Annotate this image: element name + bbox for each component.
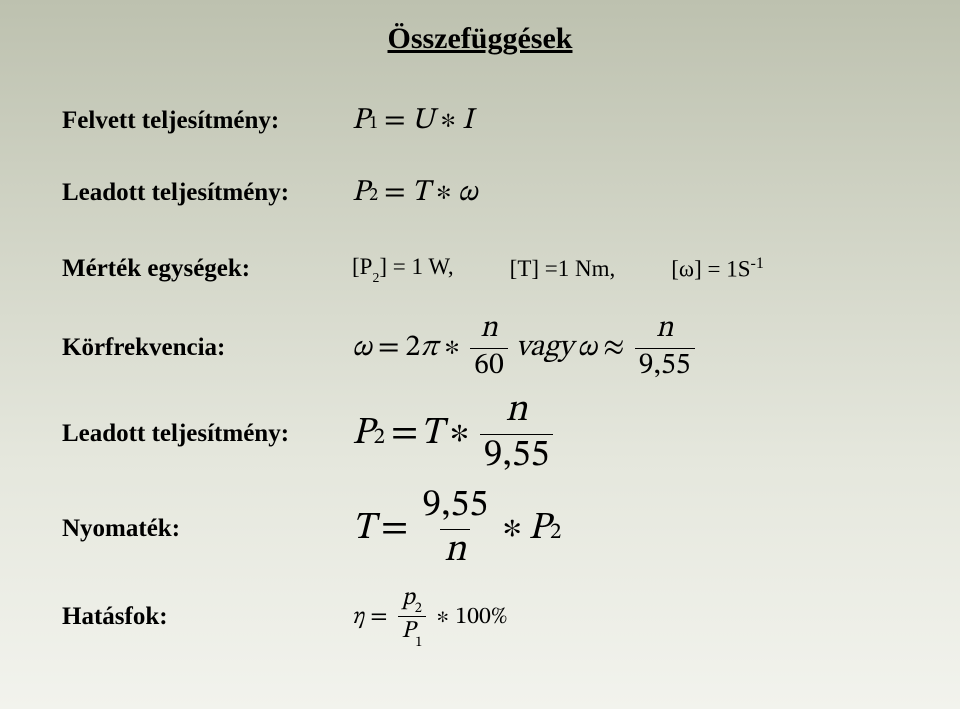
op-eq: = [378,174,412,212]
op-ast: ∗ [438,329,466,367]
formula-eq1: P1 = U ∗ I [352,90,898,152]
formula-eq5: P2 = T ∗ n 9,55 [352,392,898,477]
label-hatasfok: Hatásfok: [62,603,352,631]
op-ast: ∗ [434,102,462,140]
sub-2: 2 [550,519,561,547]
text-100pct: 100% [455,602,507,632]
sub-1: 1 [369,113,378,136]
word-vagy: vagy [512,329,577,367]
row-felvett: Felvett teljesítmény: P1 = U ∗ I [62,90,898,152]
sym-P: P [352,410,374,458]
row-units: Mérték egységek: [P2] = 1 W, [T] =1 Nm, … [62,238,898,300]
label-units: Mérték egységek: [62,255,352,283]
unit-omega: [ω] = 1S-1 [671,255,764,283]
sym-U: U [412,102,435,140]
frac-n-955: n 9,55 [635,314,695,382]
frac-n-60: n 60 [470,314,508,382]
op-approx: ≈ [597,329,631,367]
formula-units: [P2] = 1 W, [T] =1 Nm, [ω] = 1S-1 [352,238,898,300]
label-leadott-1: Leadott teljesítmény: [62,179,352,207]
op-ast: ∗ [430,602,455,632]
formula-eq4: ω = 2π ∗ n 60 vagy ω ≈ n 9,55 [352,314,898,382]
sub-2: 2 [374,424,385,452]
op-eq: = [378,102,412,140]
sym-I: I [462,102,473,140]
sym-P: P [352,174,369,212]
slide: Összefüggések Felvett teljesítmény: P1 =… [0,0,960,709]
sym-T: T [412,174,430,212]
sym-omega: ω [352,329,372,367]
row-korfrekvencia: Körfrekvencia: ω = 2π ∗ n 60 vagy ω ≈ n … [62,314,898,382]
page-title: Összefüggések [62,22,898,56]
frac-p2-P1: p2 P1 [398,586,427,649]
unit-T: [T] =1 Nm, [510,256,616,282]
op-ast: ∗ [430,174,458,212]
row-nyomatek: Nyomaték: T = 9,55 n ∗ P2 [62,487,898,572]
num-2: 2 [405,329,420,367]
op-ast: ∗ [443,410,475,458]
frac-n-955-b: n 9,55 [480,392,554,477]
sym-T: T [352,505,375,553]
sub-2: 2 [369,185,378,208]
formula-eq7: η = p2 P1 ∗ 100% [352,586,898,649]
sym-omega: ω [458,174,478,212]
op-eq: = [364,602,393,632]
sym-eta: η [352,602,364,632]
sym-P: P [352,102,369,140]
sym-T: T [420,410,443,458]
label-leadott-2: Leadott teljesítmény: [62,420,352,448]
row-leadott-1: Leadott teljesítmény: P2 = T ∗ ω [62,162,898,224]
op-eq: = [385,410,420,458]
sym-P: P [528,505,550,553]
formula-eq2: P2 = T ∗ ω [352,162,898,224]
row-leadott-2: Leadott teljesítmény: P2 = T ∗ n 9,55 [62,392,898,477]
op-eq: = [375,505,414,553]
sym-omega2: ω [577,329,597,367]
label-nyomatek: Nyomaték: [62,515,352,543]
label-korfrekvencia: Körfrekvencia: [62,334,352,362]
sym-pi: π [420,329,438,367]
label-felvett: Felvett teljesítmény: [62,107,352,135]
op-ast: ∗ [496,505,528,553]
frac-955-n: 9,55 n [418,487,492,572]
op-eq: = [372,329,406,367]
unit-P2: [P2] = 1 W, [352,254,454,284]
formula-eq6: T = 9,55 n ∗ P2 [352,487,898,572]
row-hatasfok: Hatásfok: η = p2 P1 ∗ 100% [62,586,898,649]
